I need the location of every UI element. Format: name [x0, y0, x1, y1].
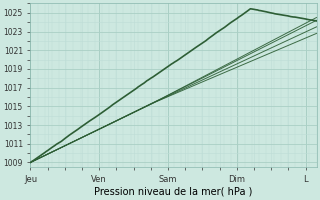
X-axis label: Pression niveau de la mer( hPa ): Pression niveau de la mer( hPa ): [94, 187, 253, 197]
